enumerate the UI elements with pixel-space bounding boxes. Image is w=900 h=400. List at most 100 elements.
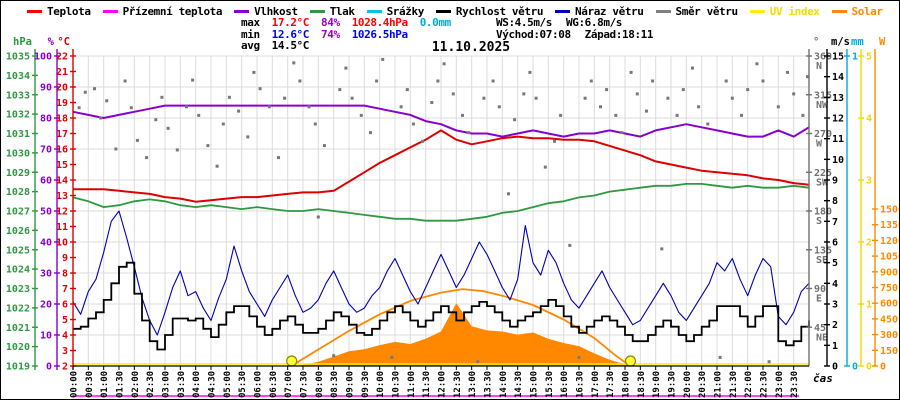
wind-direction-dot bbox=[166, 126, 170, 130]
axis-tick-label: 900 bbox=[880, 267, 898, 278]
wind-direction-dot bbox=[730, 96, 734, 100]
legend-swatch bbox=[27, 10, 42, 13]
legend-item: Směr větru bbox=[655, 5, 738, 18]
axis-tick-label: 14 bbox=[832, 72, 844, 83]
axes: 1019102010211022102310241025102610271028… bbox=[6, 36, 899, 373]
axis-tick-label: 18 bbox=[56, 114, 68, 125]
chart-date: 11.10.2025 bbox=[431, 40, 511, 55]
axis-tick-label: 60 bbox=[40, 176, 52, 187]
sun-arc bbox=[291, 288, 632, 367]
wind-direction-dot bbox=[461, 113, 464, 117]
stats-row: min 12.6°C 74% 1026.5hPa bbox=[241, 27, 463, 41]
legend-item: Vlhkost bbox=[234, 5, 298, 18]
time-tick-label: 06:00 bbox=[254, 371, 264, 398]
compass-label: W bbox=[816, 139, 823, 150]
time-tick-label: 07:30 bbox=[300, 371, 310, 398]
axis-unit-label: % bbox=[48, 36, 55, 48]
wind-direction-dot bbox=[534, 96, 538, 100]
axis-tick-label: 9 bbox=[832, 176, 838, 187]
axis-tick-label: 5 bbox=[832, 258, 838, 269]
wind-speed-stat-value: WS:4.5m/s bbox=[496, 16, 553, 29]
stats-row: max 17.2°C 84% 1028.4hPa 0.0mm bbox=[241, 17, 463, 29]
wind-direction-dot bbox=[77, 106, 81, 110]
wind-direction-dot bbox=[620, 131, 624, 135]
wind-direction-dot bbox=[390, 355, 394, 359]
wind-direction-dot bbox=[767, 360, 771, 364]
stats-value: avg bbox=[241, 39, 260, 53]
legend-label: UV index bbox=[769, 5, 820, 18]
axis-tick-label: 22 bbox=[56, 52, 68, 63]
wind-gust-line bbox=[72, 210, 810, 336]
axis-unit-label: hPa bbox=[13, 36, 32, 48]
time-tick-label: 13:30 bbox=[484, 371, 494, 398]
time-tick-label: 11:30 bbox=[422, 371, 432, 398]
legend-item: Tlak bbox=[309, 5, 355, 18]
stats-value: 84% bbox=[321, 16, 340, 29]
time-tick-label: 17:00 bbox=[591, 371, 601, 398]
wind-direction-dot bbox=[792, 92, 796, 96]
time-tick-label: 16:00 bbox=[560, 371, 570, 398]
time-tick-label: 14:30 bbox=[514, 371, 524, 398]
axis-tick-label: 1025 bbox=[6, 245, 30, 256]
wind-direction-dot bbox=[442, 62, 446, 66]
wind-direction-dot bbox=[206, 144, 210, 148]
wind-direction-dot bbox=[227, 95, 231, 99]
legend-swatch bbox=[366, 10, 382, 13]
wind-direction-dot bbox=[359, 113, 363, 117]
wind-direction-dot bbox=[307, 105, 311, 109]
axis-tick-label: 1500 bbox=[880, 205, 899, 216]
axis-tick-label: 1033 bbox=[6, 90, 30, 101]
axis-tick-label: 6 bbox=[62, 300, 68, 311]
wind-direction-dot bbox=[267, 105, 271, 109]
legend-label: Srážky bbox=[386, 5, 425, 18]
axis-tick-label: 19 bbox=[56, 98, 68, 109]
x-axis-title: čas bbox=[813, 372, 833, 385]
legend-item: Náraz větru bbox=[555, 5, 644, 18]
wind-direction-dot bbox=[740, 113, 743, 117]
axis-tick-label: 3 bbox=[832, 300, 838, 311]
compass-label: NE bbox=[816, 332, 828, 343]
axis-tick-label: 17 bbox=[56, 129, 68, 140]
axis-tick-label: 10 bbox=[56, 238, 68, 249]
axis-tick-label: 135 bbox=[814, 245, 832, 256]
axis-tick-label: 1050 bbox=[880, 252, 899, 263]
axis-unit-label: m/s bbox=[831, 36, 850, 48]
legend-swatch bbox=[234, 10, 250, 13]
legend-item: Teplota bbox=[27, 5, 91, 18]
axis-tick-label: 10 bbox=[832, 155, 844, 166]
wind-direction-dot bbox=[421, 139, 425, 143]
sun-marker-icon bbox=[286, 355, 298, 367]
axis-tick-label: 1024 bbox=[6, 265, 30, 276]
wind-direction-dot bbox=[755, 62, 759, 66]
wind-direction-dot bbox=[99, 116, 103, 120]
axis-tick-label: 1031 bbox=[6, 129, 30, 140]
axis-tick-label: 2 bbox=[62, 362, 68, 373]
wind-direction-dot bbox=[160, 95, 164, 99]
axis-tick-label: 1026 bbox=[6, 226, 30, 237]
stats-value: min bbox=[241, 27, 260, 41]
legend-item: UV index bbox=[749, 5, 820, 18]
axis-tick-label: 1019 bbox=[6, 362, 30, 373]
wind-direction-dot bbox=[497, 105, 501, 109]
time-axis: 00:00 00:30 01:00 01:30 02:00 02:30 03:00 03:30… bbox=[70, 365, 833, 398]
wind-direction-dot bbox=[197, 113, 201, 117]
wind-direction-dot bbox=[185, 105, 188, 109]
wind-direction-dot bbox=[350, 96, 354, 100]
wind-direction-dot bbox=[430, 101, 434, 104]
compass-label: NW bbox=[816, 100, 829, 111]
temperature-line bbox=[73, 129, 810, 203]
time-tick-label: 06:30 bbox=[269, 371, 279, 398]
axis-tick-label: 20 bbox=[40, 300, 52, 311]
compass-label: E bbox=[816, 294, 822, 305]
time-tick-label: 13:00 bbox=[468, 371, 478, 398]
legend-label: Náraz větru bbox=[575, 5, 644, 18]
wind-direction-dot bbox=[436, 79, 440, 83]
axis-tick-label: 10 bbox=[40, 331, 52, 342]
wind-direction-dot bbox=[252, 70, 256, 74]
axis-tick-label: 50 bbox=[40, 207, 52, 218]
axis-tick-label: 45 bbox=[814, 323, 826, 334]
axis-tick-label: 7 bbox=[832, 217, 838, 228]
time-tick-label: 02:00 bbox=[131, 371, 141, 398]
wind-direction-dot bbox=[338, 88, 342, 92]
sunrise-sunset-stat-value: Západ:18:11 bbox=[584, 27, 654, 41]
